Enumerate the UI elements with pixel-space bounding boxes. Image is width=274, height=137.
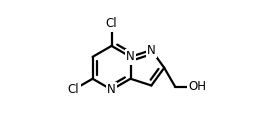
Text: Cl: Cl — [68, 83, 79, 96]
Text: OH: OH — [188, 80, 206, 93]
Text: Cl: Cl — [106, 18, 117, 31]
Text: N: N — [126, 50, 135, 63]
Text: N: N — [107, 83, 116, 96]
Text: N: N — [147, 44, 156, 57]
